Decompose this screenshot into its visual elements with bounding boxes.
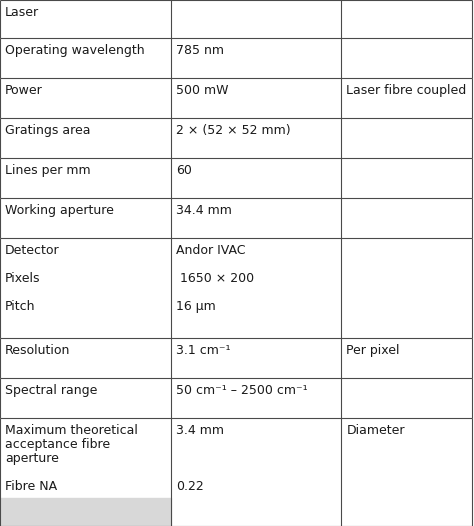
Text: 50 cm⁻¹ – 2500 cm⁻¹: 50 cm⁻¹ – 2500 cm⁻¹ [176,384,307,397]
Text: 785 nm: 785 nm [176,44,224,57]
Text: Detector: Detector [5,244,60,257]
Text: Spectral range: Spectral range [5,384,97,397]
Text: 0.22: 0.22 [176,480,203,493]
Text: Lines per mm: Lines per mm [5,164,91,177]
Text: Power: Power [5,84,43,97]
Text: 16 μm: 16 μm [176,300,215,313]
Text: 60: 60 [176,164,191,177]
Text: Andor IVAC: Andor IVAC [176,244,245,257]
Text: Maximum theoretical: Maximum theoretical [5,424,138,437]
Bar [0,498,171,526]
Text: Working aperture: Working aperture [5,204,114,217]
Text: 1650 × 200: 1650 × 200 [176,272,254,285]
Text: 2 × (52 × 52 mm): 2 × (52 × 52 mm) [176,124,290,137]
Text: 3.4 mm: 3.4 mm [176,424,224,437]
Text: Resolution: Resolution [5,344,70,357]
Text: 3.1 cm⁻¹: 3.1 cm⁻¹ [176,344,230,357]
Text: Pitch: Pitch [5,300,36,313]
Text: Operating wavelength: Operating wavelength [5,44,145,57]
Text: aperture: aperture [5,452,59,465]
Text: Fibre NA: Fibre NA [5,480,57,493]
Text: Laser fibre coupled: Laser fibre coupled [346,84,466,97]
Text: acceptance fibre: acceptance fibre [5,438,110,451]
Text: Diameter: Diameter [346,424,405,437]
Text: 34.4 mm: 34.4 mm [176,204,231,217]
Text: 500 mW: 500 mW [176,84,228,97]
Text: Per pixel: Per pixel [346,344,400,357]
Text: Laser: Laser [5,6,39,19]
Text: Gratings area: Gratings area [5,124,91,137]
Text: Pixels: Pixels [5,272,40,285]
